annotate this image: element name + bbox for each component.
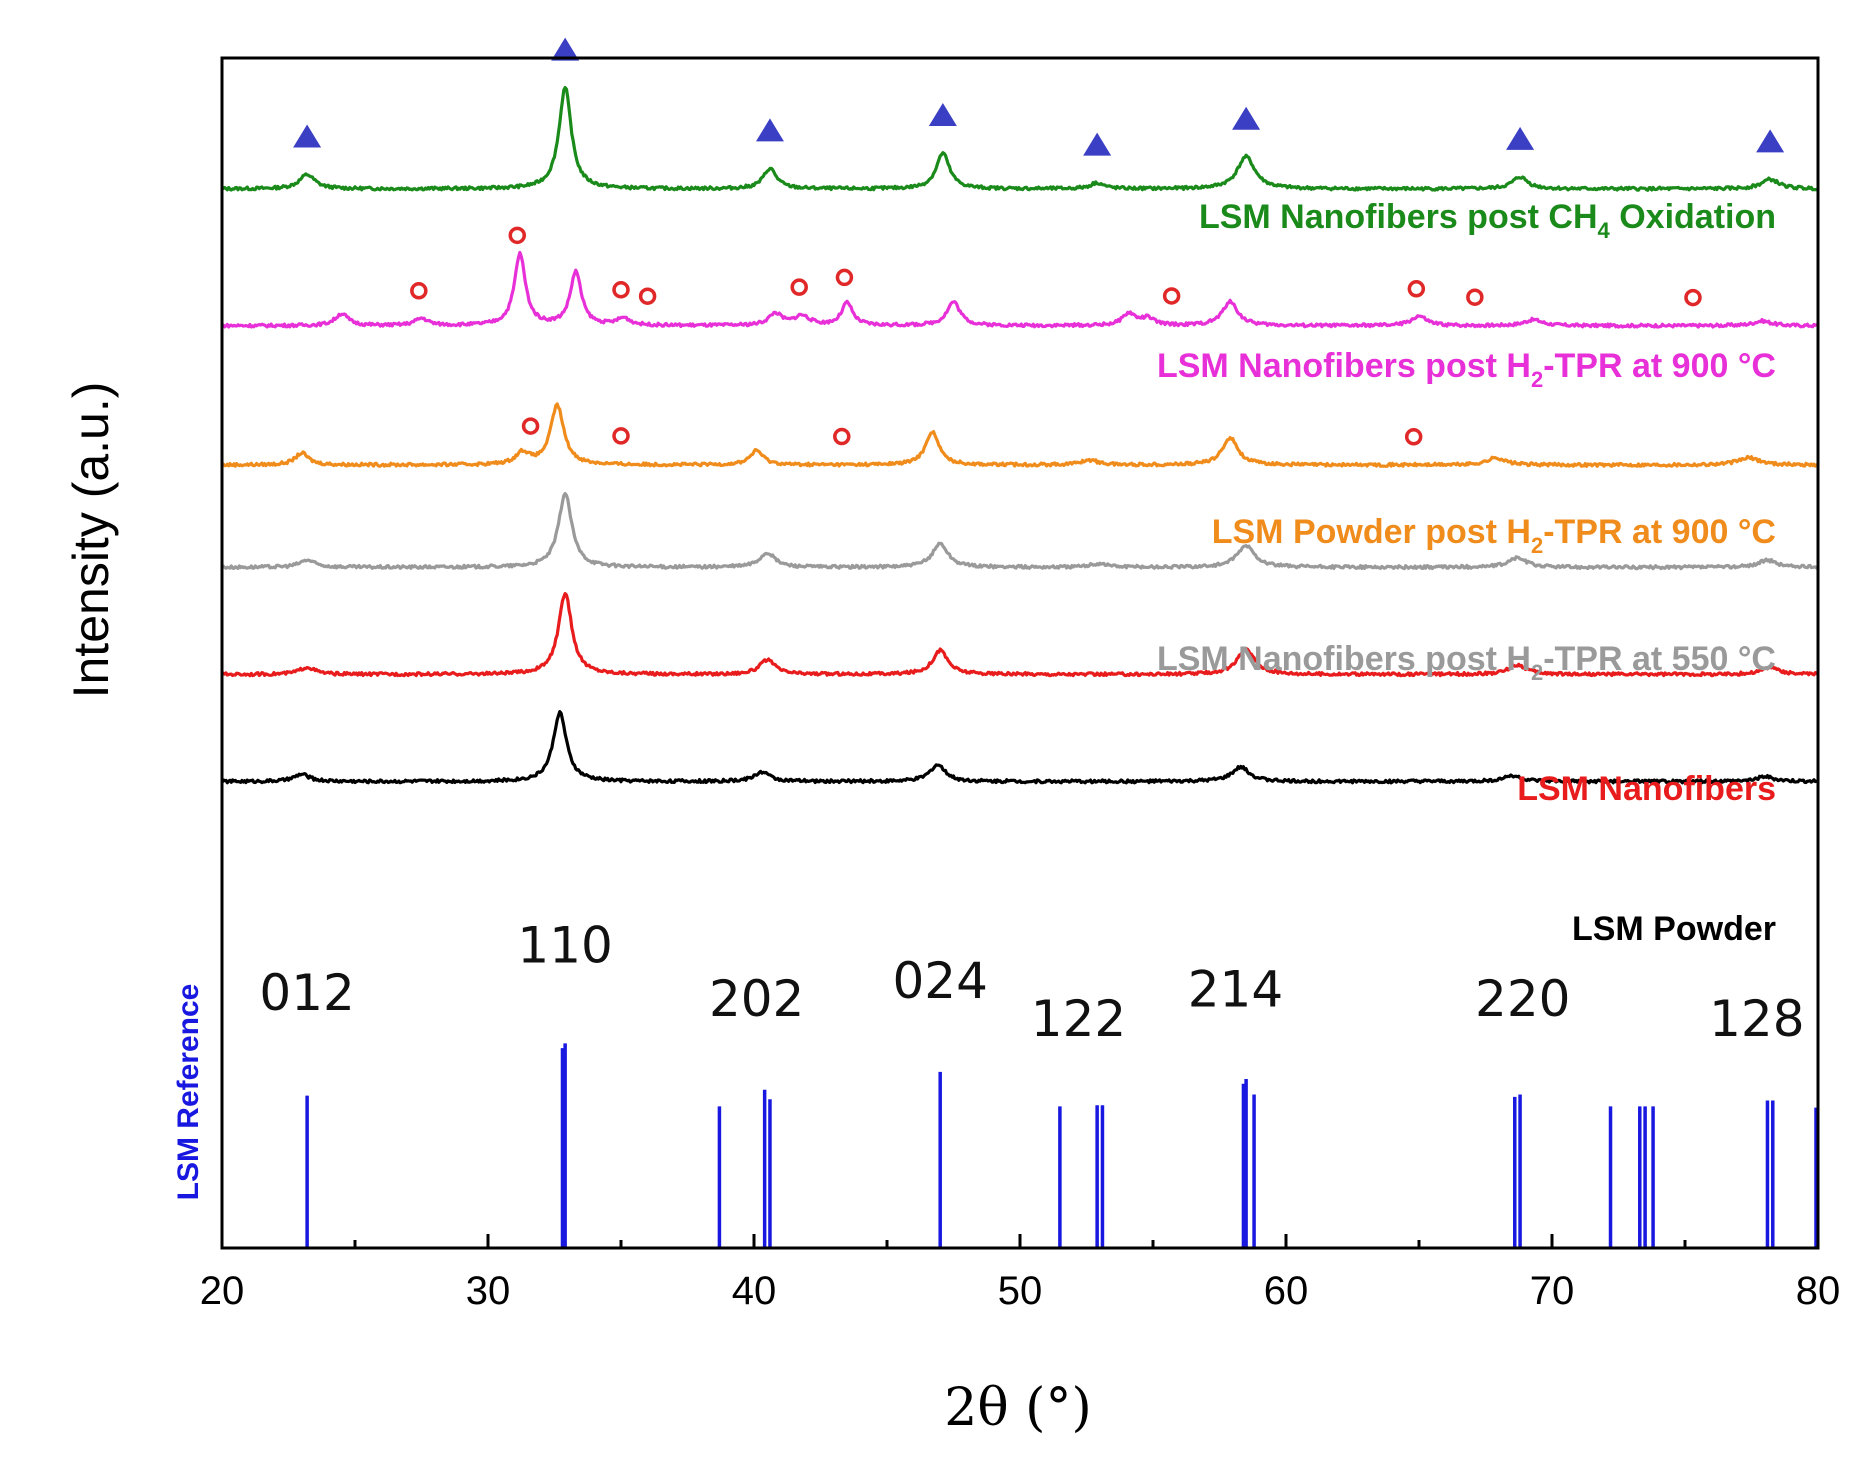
legend-label-lsm-nanofibers-post-h2-tpr-at-550-c: LSM Nanofibers post H2-TPR at 550 °C [1157,640,1776,685]
legend-label-lsm-nanofibers-post-h2-tpr-at-900-c: LSM Nanofibers post H2-TPR at 900 °C [1157,347,1776,392]
x-tick-label-60: 60 [1264,1269,1309,1313]
series-lsm-powder-post-h2-tpr-at-900-c [221,402,1820,468]
marker-triangle-lsm-nanofibers-post-ch4-oxidation-0 [293,124,322,148]
x-tick-label-40: 40 [732,1269,777,1313]
hkl-label-012: 012 [259,964,354,1022]
series-lsm-nanofibers-post-ch4-oxidation [221,86,1820,192]
reference-layer: 012 110 202 024 122 214 220 128 LSM Reference [172,916,1818,1248]
reference-label: LSM Reference [172,984,205,1201]
marker-circle-lsm-nanofibers-post-h2-tpr-at-900-c-2 [612,281,630,299]
series-lsm-nanofibers [220,592,1820,678]
hkl-label-202: 202 [709,970,804,1028]
marker-circle-lsm-nanofibers-post-h2-tpr-at-900-c-3 [638,287,657,305]
marker-triangle-lsm-nanofibers-post-ch4-oxidation-6 [1506,126,1535,150]
axis-layer: 20 30 40 50 60 70 80 [200,56,1841,1313]
legend-label-lsm-powder-post-h2-tpr-at-900-c: LSM Powder post H2-TPR at 900 °C [1212,513,1776,558]
marker-circle-lsm-powder-post-h2-tpr-at-900-c-3 [1404,428,1423,446]
marker-circle-lsm-powder-post-h2-tpr-at-900-c-0 [521,417,540,435]
hkl-label-220: 220 [1475,970,1570,1028]
marker-triangle-lsm-nanofibers-post-ch4-oxidation-1 [551,37,580,61]
legend-label-lsm-nanofibers-post-ch4-oxidation: LSM Nanofibers post CH4 Oxidation [1199,198,1776,243]
marker-triangle-lsm-nanofibers-post-ch4-oxidation-5 [1232,106,1261,130]
legend-label-lsm-powder: LSM Powder [1572,910,1776,948]
x-tick-label-30: 30 [466,1269,511,1313]
marker-circle-lsm-nanofibers-post-h2-tpr-at-900-c-7 [1407,280,1426,298]
marker-circle-lsm-nanofibers-post-h2-tpr-at-900-c-8 [1466,288,1484,306]
label-layer: LSM Nanofibers post CH4 Oxidation LSM Nan… [1157,198,1776,948]
marker-triangle-lsm-nanofibers-post-ch4-oxidation-7 [1756,129,1785,153]
marker-layer [293,37,1785,446]
series-lsm-nanofibers-post-h2-tpr-at-550-c [220,492,1819,571]
legend-label-lsm-nanofibers: LSM Nanofibers [1517,770,1776,808]
marker-circle-lsm-nanofibers-post-h2-tpr-at-900-c-5 [835,268,854,287]
marker-circle-lsm-powder-post-h2-tpr-at-900-c-1 [612,427,630,445]
hkl-label-214: 214 [1188,960,1283,1018]
hkl-label-024: 024 [892,952,987,1010]
hkl-label-128: 128 [1709,990,1804,1048]
marker-triangle-lsm-nanofibers-post-ch4-oxidation-3 [928,103,957,127]
x-tick-label-50: 50 [998,1269,1043,1313]
series-lsm-powder [220,710,1819,785]
marker-circle-lsm-nanofibers-post-h2-tpr-at-900-c-9 [1684,288,1702,307]
x-tick-label-70: 70 [1530,1269,1575,1313]
marker-triangle-lsm-nanofibers-post-ch4-oxidation-4 [1083,132,1112,156]
x-tick-label-80: 80 [1796,1269,1841,1313]
series-layer [220,86,1820,785]
marker-triangle-lsm-nanofibers-post-ch4-oxidation-2 [755,118,784,142]
x-axis-label: 2θ (°) [944,1378,1092,1438]
y-axis-label: Intensity (a.u.) [63,382,119,699]
marker-circle-lsm-nanofibers-post-h2-tpr-at-900-c-4 [790,278,808,296]
hkl-label-110: 110 [517,916,612,974]
marker-circle-lsm-nanofibers-post-h2-tpr-at-900-c-6 [1162,287,1181,305]
hkl-label-122: 122 [1031,990,1126,1048]
x-tick-label-20: 20 [200,1269,245,1313]
marker-circle-lsm-nanofibers-post-h2-tpr-at-900-c-0 [410,282,428,300]
marker-circle-lsm-powder-post-h2-tpr-at-900-c-2 [833,427,851,446]
series-lsm-nanofibers-post-h2-tpr-at-900-c [221,250,1819,329]
marker-circle-lsm-nanofibers-post-h2-tpr-at-900-c-1 [508,226,527,245]
